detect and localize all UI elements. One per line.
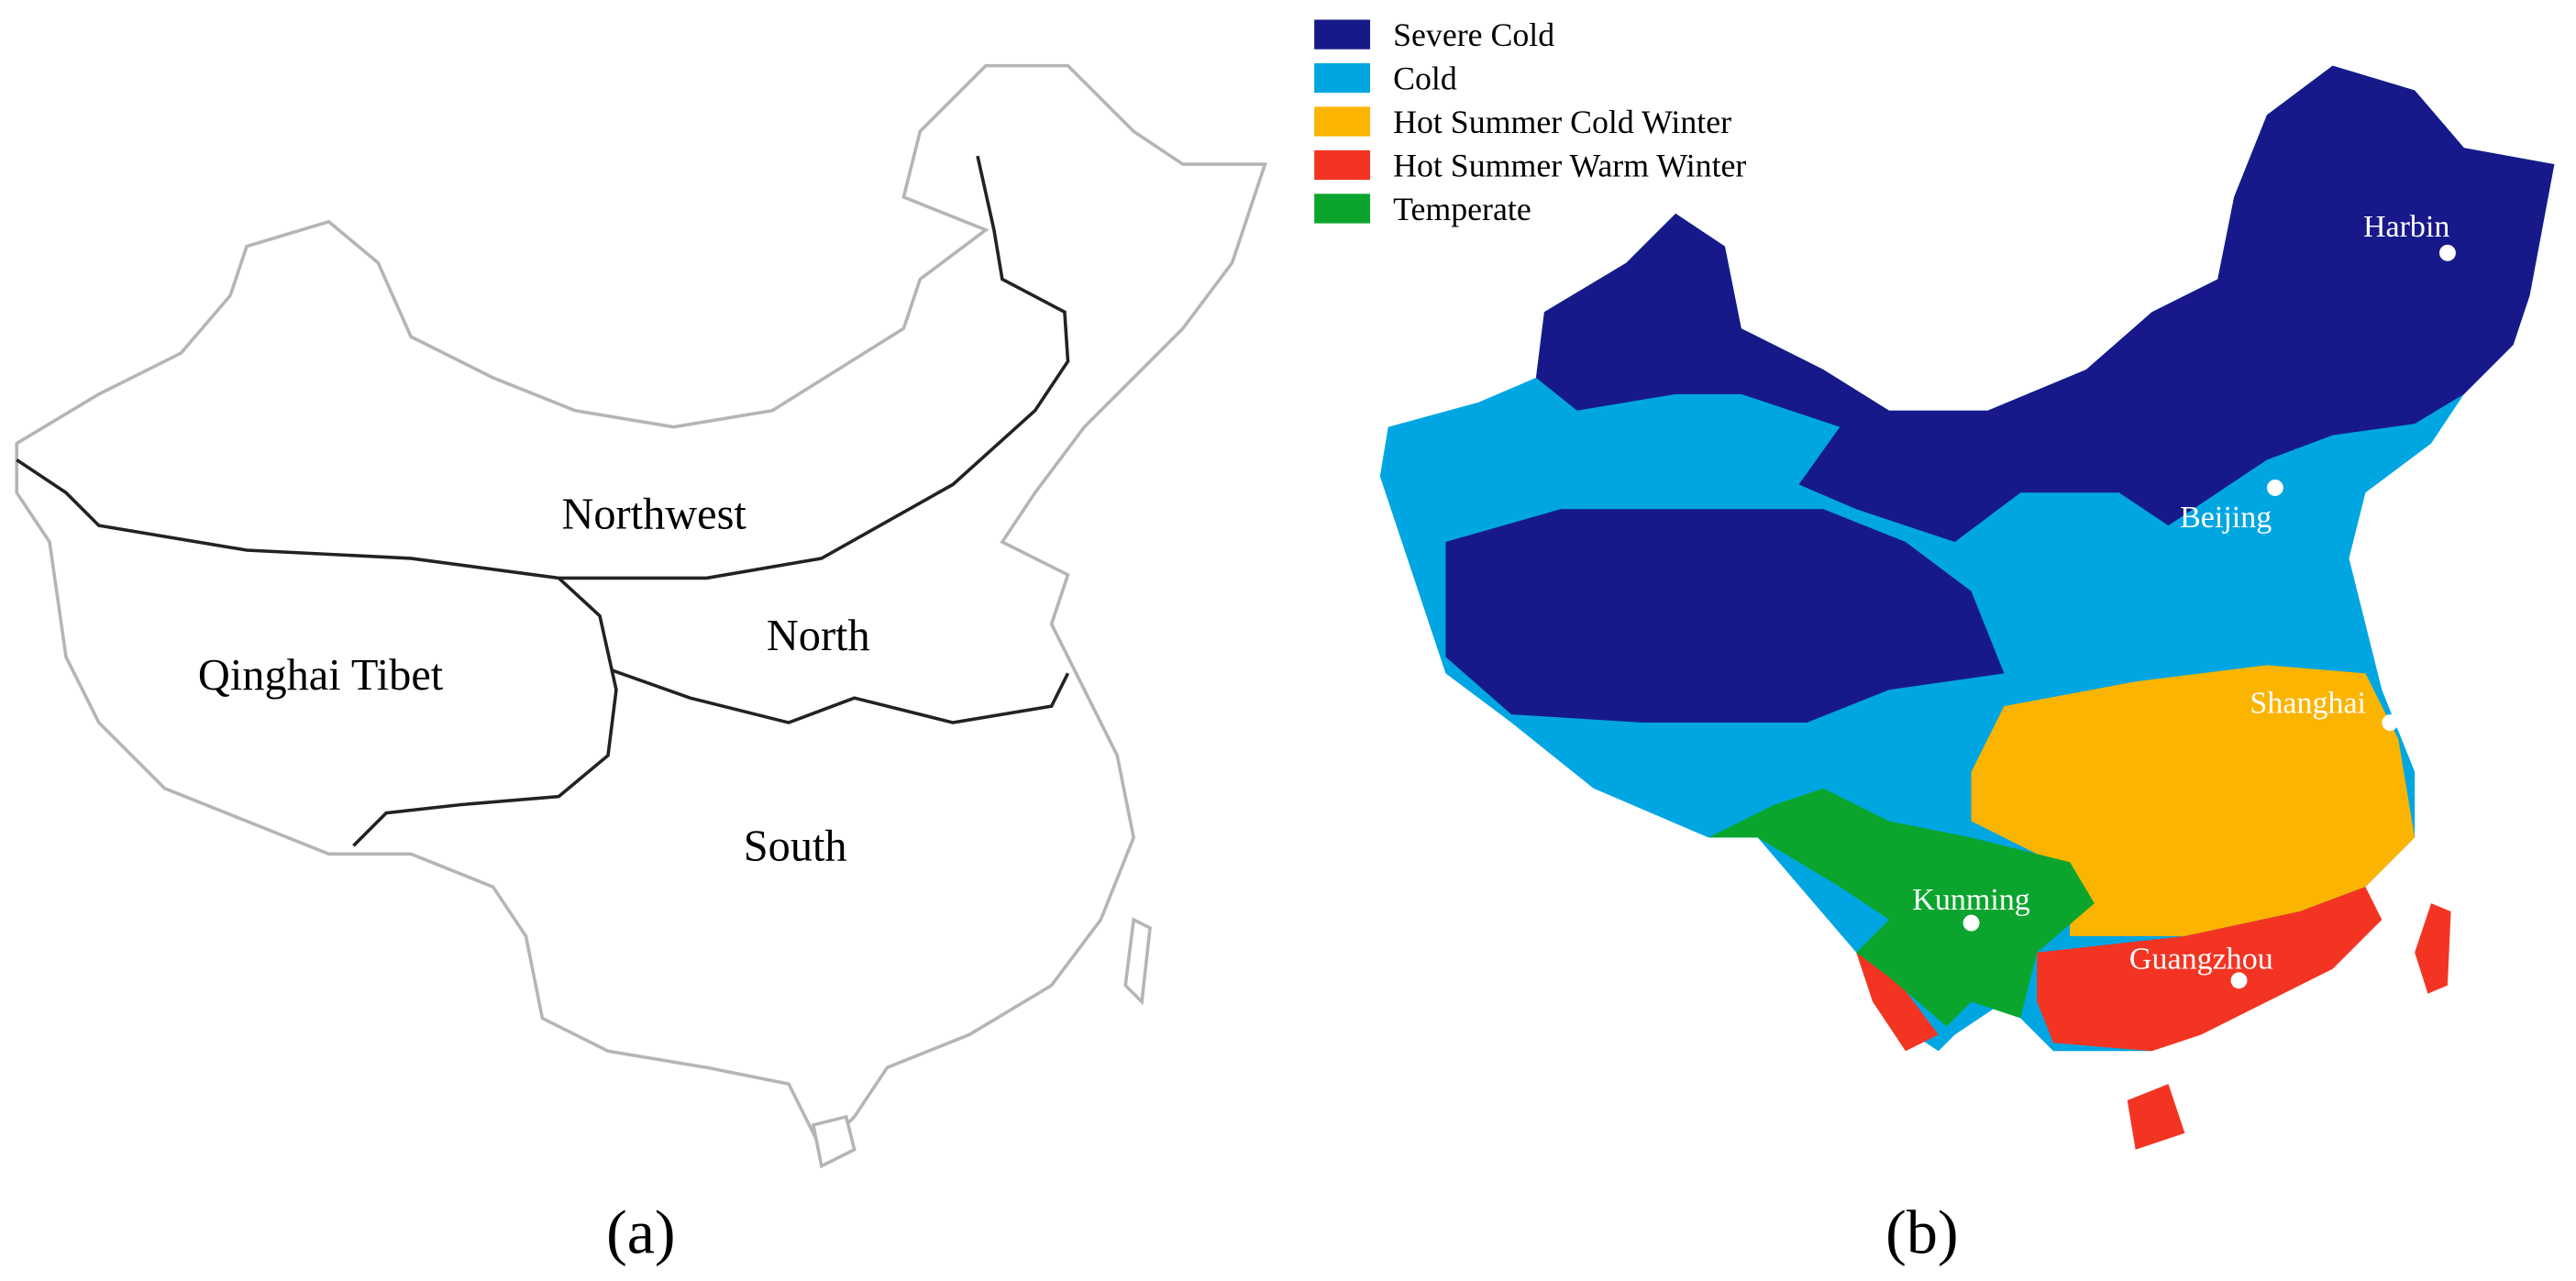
legend-swatch (1314, 149, 1371, 181)
legend-label: Severe Cold (1393, 17, 1554, 53)
city-label: Guangzhou (2129, 943, 2273, 977)
caption: (a) (606, 1198, 676, 1267)
region-label: South (744, 822, 847, 870)
taiwan-outline (1123, 917, 1152, 1006)
zone-hot-summer-warm-winter (2415, 903, 2451, 994)
legend-swatch (1314, 193, 1371, 224)
legend-label: Cold (1393, 61, 1457, 97)
zone-hot-summer-warm-winter (2127, 1084, 2185, 1150)
legend-label: Hot Summer Cold Winter (1393, 104, 1731, 140)
region-label: Qinghai Tibet (198, 651, 444, 700)
legend-label: Temperate (1393, 191, 1531, 227)
city-dot (2266, 479, 2283, 496)
legend-swatch (1314, 106, 1371, 137)
legend-swatch (1314, 62, 1371, 94)
zone-temperate (1708, 788, 2095, 1027)
city-dot (2439, 244, 2456, 261)
zone-severe-cold (1535, 65, 2555, 543)
caption: (b) (1885, 1198, 1958, 1267)
city-label: Kunming (1912, 883, 2030, 917)
city-label: Harbin (2363, 210, 2449, 244)
legend: Severe Cold Cold Hot Summer Cold Winter Hot… (1314, 17, 1746, 227)
city-dot (2230, 972, 2248, 989)
panel-b: Severe Cold Cold Hot Summer Cold Winter Hot… (1314, 17, 2555, 1267)
region-label: North (767, 612, 870, 660)
zone-hot-summer-warm-winter (1856, 952, 1939, 1052)
legend-swatch (1314, 19, 1371, 50)
zone-hot-summer-warm-winter (2037, 887, 2383, 1052)
hainan-outline (811, 1114, 857, 1169)
region-boundary (16, 155, 1070, 580)
region-boundary (352, 577, 618, 847)
zone-hot-summer-cold-winter (1971, 665, 2416, 936)
zone-severe-cold (1445, 509, 2005, 723)
city-label: Shanghai (2250, 686, 2366, 720)
city-dot (1962, 914, 1980, 932)
city-dot (2382, 714, 2399, 732)
region-boundary (610, 668, 1070, 724)
panel-a: Northwest North Qinghai Tibet South (a) (15, 63, 1267, 1267)
city-label: Beijing (2180, 501, 2272, 535)
legend-label: Hot Summer Warm Winter (1393, 148, 1746, 184)
region-label: Northwest (561, 491, 746, 539)
country-outline (15, 63, 1267, 1153)
